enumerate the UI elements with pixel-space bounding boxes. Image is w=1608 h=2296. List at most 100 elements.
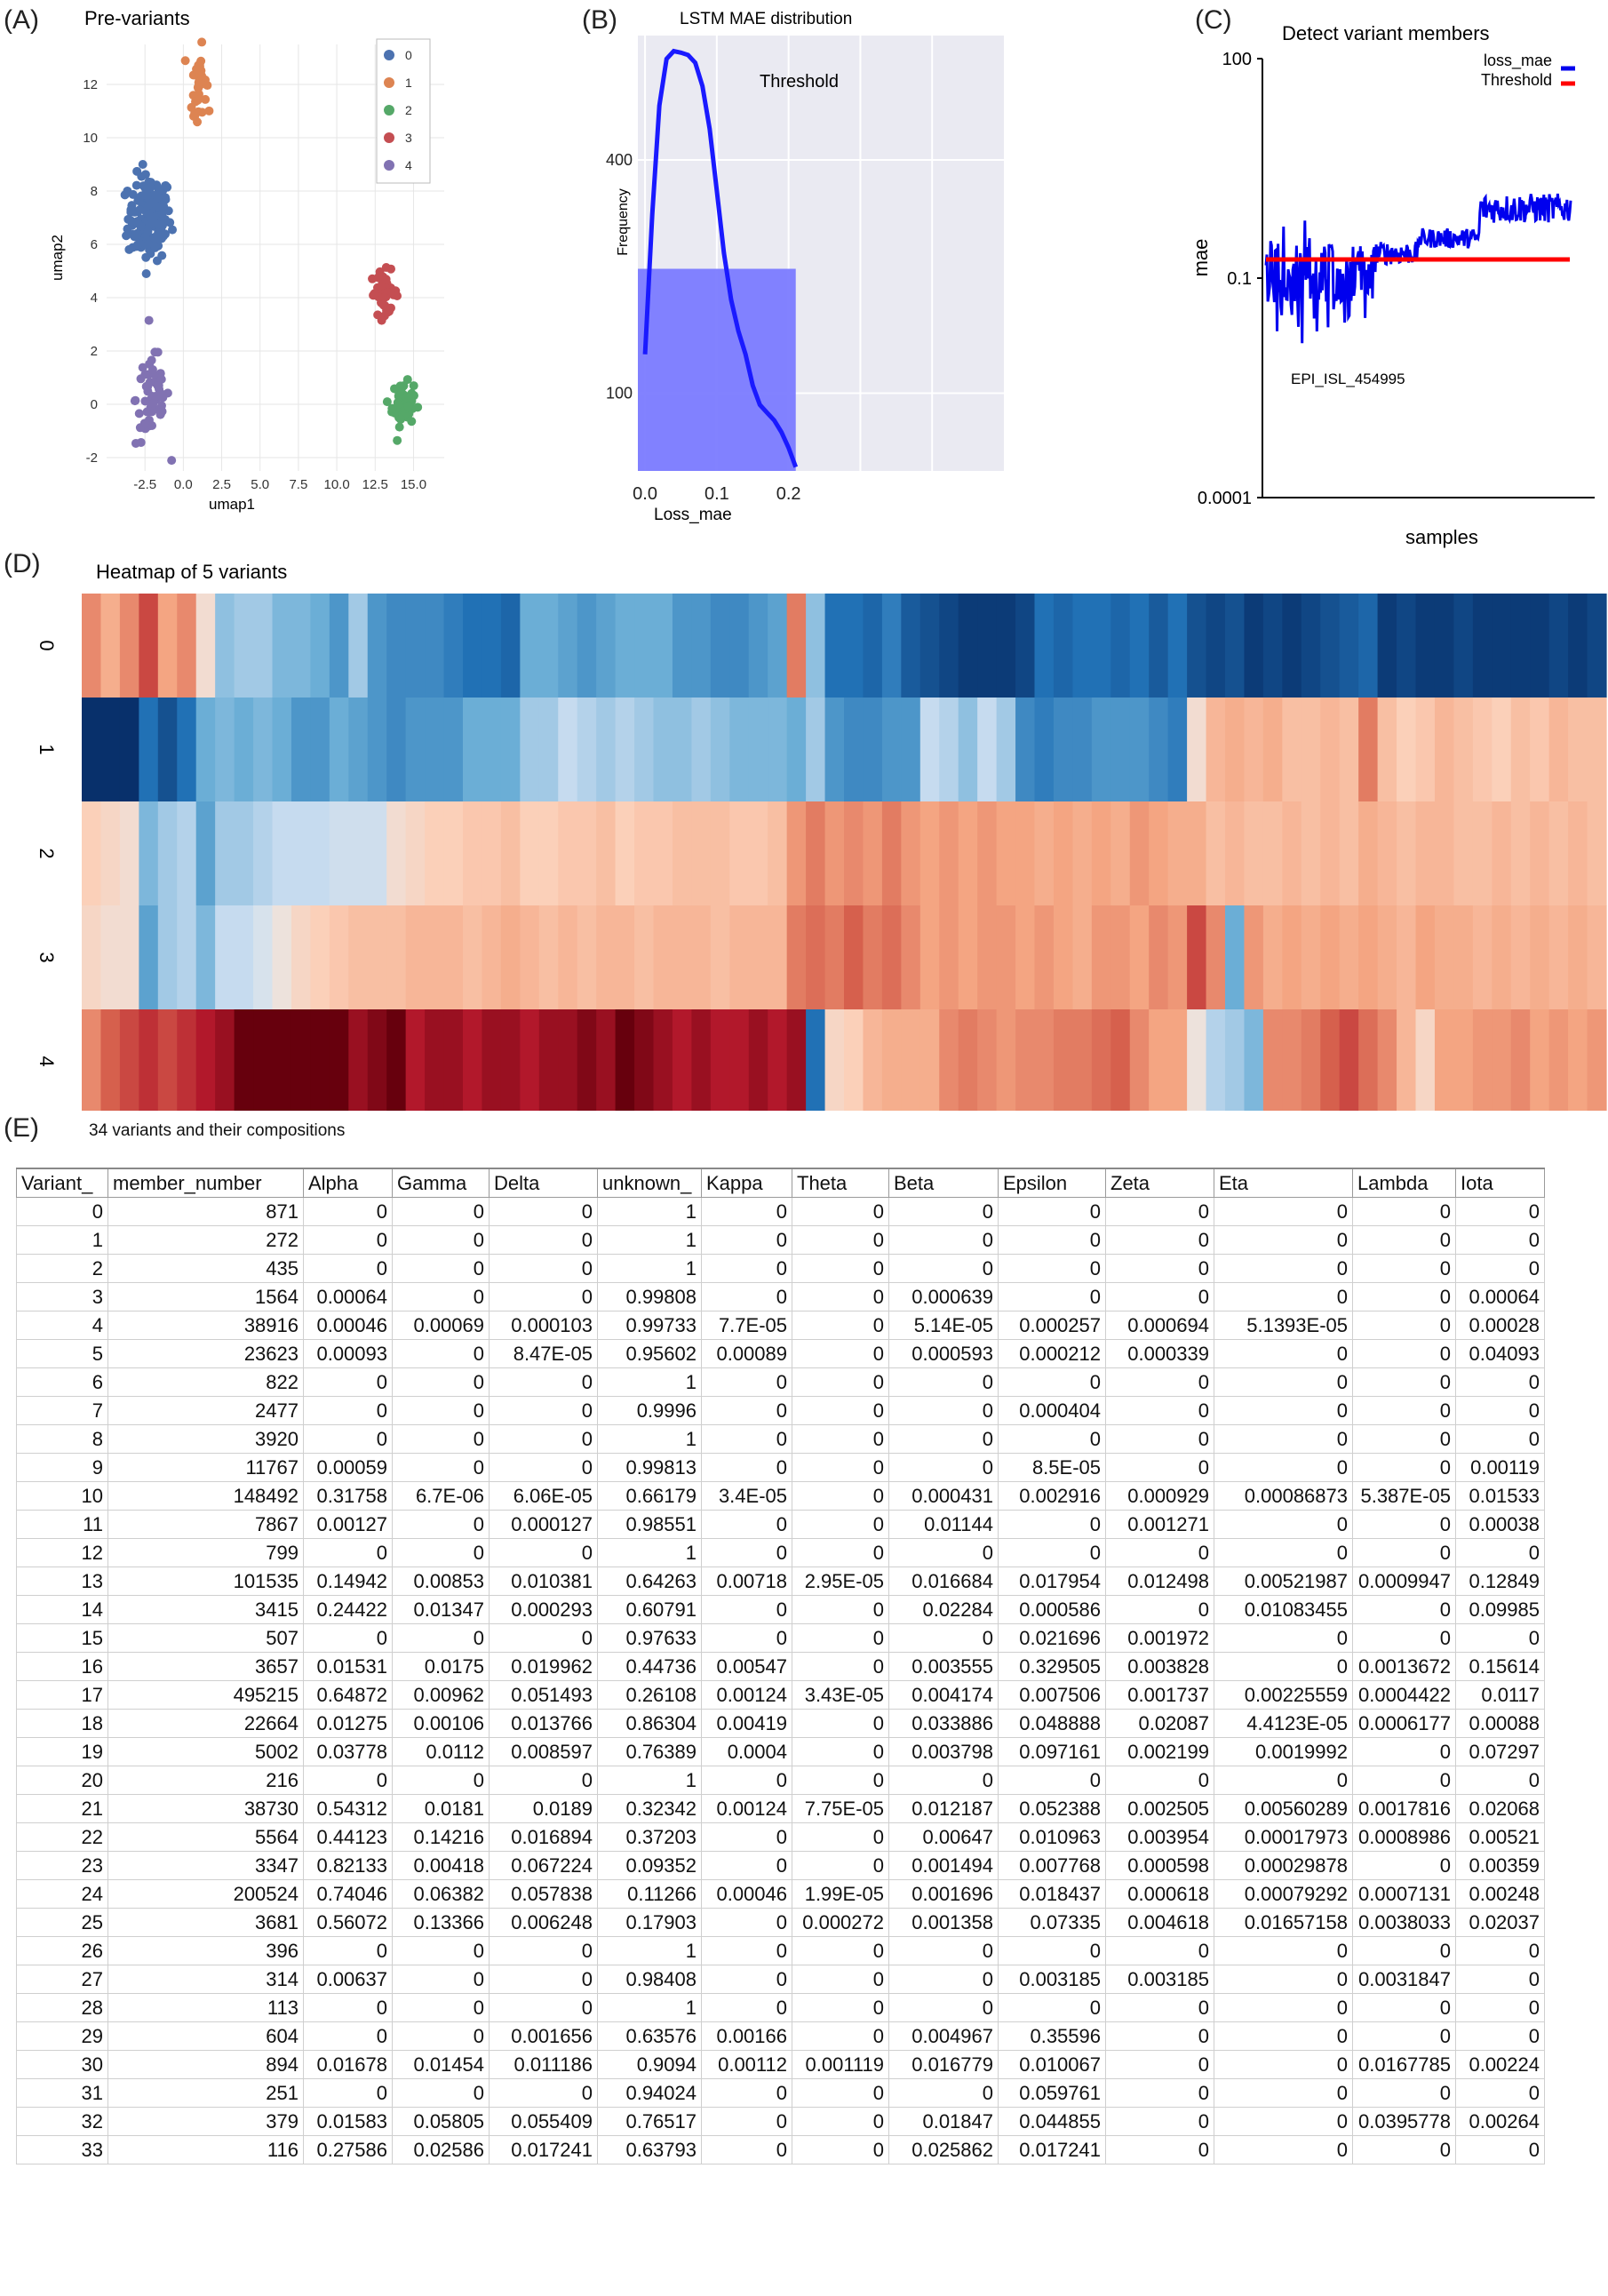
table-cell: 0.56072 — [303, 1908, 393, 1937]
heatmap-cell — [1397, 905, 1417, 1010]
table-cell: 0 — [1455, 1993, 1545, 2022]
umap-legend: 0 1 2 3 4 — [376, 38, 431, 184]
heatmap-cell — [1568, 905, 1588, 1010]
heatmap-cell — [1510, 801, 1531, 906]
table-cell: 38730 — [107, 1794, 304, 1823]
table-row: 2 435 0 0 0 1 0 0 0 0 0 0 0 0 — [16, 1254, 1545, 1283]
heatmap-cell — [1472, 594, 1493, 698]
heatmap-cell — [729, 594, 750, 698]
table-cell: 0.97633 — [597, 1623, 702, 1653]
heatmap-cell — [82, 905, 102, 1010]
heatmap-cell — [768, 801, 788, 906]
table-cell: 0 — [1352, 1453, 1456, 1482]
umap-point-cluster-1 — [192, 64, 202, 74]
table-cell: 0.98408 — [597, 1965, 702, 1994]
heatmap-cell — [634, 905, 655, 1010]
umap-legend-marker-0 — [384, 50, 394, 60]
table-cell: 0 — [1105, 2135, 1214, 2164]
heatmap-cell — [977, 905, 998, 1010]
heatmap-cell — [1187, 698, 1207, 802]
heatmap-cell — [1492, 1009, 1512, 1111]
table-cell: 0.0004 — [701, 1737, 792, 1766]
table-cell: 0 — [1214, 1424, 1353, 1454]
table-cell: 0.31758 — [303, 1481, 393, 1511]
heatmap-cell — [405, 905, 426, 1010]
heatmap-cell — [367, 594, 387, 698]
heatmap-cell — [1034, 594, 1055, 698]
heatmap-cell — [863, 905, 883, 1010]
table-cell: 0.9094 — [597, 2050, 702, 2079]
table-cell: 0.06382 — [392, 1879, 490, 1909]
heatmap-cell — [1129, 801, 1150, 906]
table-cell: 11767 — [107, 1453, 304, 1482]
heatmap-cell — [157, 905, 178, 1010]
table-cell: 25 — [16, 1908, 108, 1937]
heatmap-cell — [463, 594, 483, 698]
table-cell: 0.012498 — [1105, 1567, 1214, 1596]
table-header-cell: Zeta — [1105, 1168, 1214, 1198]
table-row: 20 216 0 0 0 1 0 0 0 0 0 0 0 0 — [16, 1766, 1545, 1795]
table-cell: 0 — [701, 1595, 792, 1624]
table-cell: 4.4123E-05 — [1214, 1709, 1353, 1738]
panel-label-c: (C) — [1195, 5, 1232, 35]
heatmap-cell — [748, 905, 768, 1010]
heatmap-cell — [824, 698, 845, 802]
table-cell: 5002 — [107, 1737, 304, 1766]
table-cell: 0 — [489, 1367, 598, 1397]
table-cell: 0 — [392, 1766, 490, 1795]
heatmap-cell — [1301, 905, 1321, 1010]
table-cell: 0 — [792, 1965, 889, 1994]
table-cell: 0 — [303, 1538, 393, 1567]
heatmap-cell — [139, 905, 159, 1010]
heatmap-cell — [1053, 801, 1073, 906]
table-cell: 0.64872 — [303, 1680, 393, 1710]
umap-point-cluster-0 — [156, 220, 166, 230]
table-cell: 0.048888 — [998, 1709, 1106, 1738]
table-cell: 0 — [1455, 2021, 1545, 2051]
umap-point-cluster-4 — [150, 392, 160, 402]
table-cell: 0.00119 — [1455, 1453, 1545, 1482]
table-cell: 0 — [392, 1282, 490, 1311]
table-cell: 0 — [1105, 1595, 1214, 1624]
table-cell: 0.025862 — [888, 2135, 999, 2164]
heatmap-cell — [291, 594, 311, 698]
heatmap-cell — [806, 801, 826, 906]
umap-x-tick: 15.0 — [401, 477, 426, 492]
heatmap-cell — [748, 594, 768, 698]
table-cell: 1 — [597, 1538, 702, 1567]
heatmap-cell — [844, 905, 864, 1010]
table-cell: 0.000929 — [1105, 1481, 1214, 1511]
heatmap-cell — [119, 801, 139, 906]
heatmap-cell — [1110, 594, 1131, 698]
heatmap-cell — [1244, 1009, 1264, 1111]
table-cell: 0 — [1214, 2050, 1353, 2079]
table-cell: 0 — [303, 1396, 393, 1425]
umap-point-cluster-0 — [130, 232, 139, 242]
heatmap-cell — [1167, 594, 1188, 698]
heatmap-cell — [272, 801, 292, 906]
table-cell: 1 — [597, 1993, 702, 2022]
table-cell: 23 — [16, 1851, 108, 1880]
table-cell: 0 — [1455, 2135, 1545, 2164]
umap-y-tick: 12 — [83, 77, 98, 92]
table-cell: 38916 — [107, 1311, 304, 1340]
heatmap-cell — [463, 698, 483, 802]
table-cell: 0.00093 — [303, 1339, 393, 1368]
table-cell: 21 — [16, 1794, 108, 1823]
umap-y-tick: 6 — [91, 237, 98, 252]
heatmap-cell — [863, 1009, 883, 1111]
table-cell: 0.002199 — [1105, 1737, 1214, 1766]
heatmap-cell — [1167, 905, 1188, 1010]
table-cell: 0 — [489, 1623, 598, 1653]
heatmap-cell — [386, 594, 407, 698]
table-cell: 0.98551 — [597, 1510, 702, 1539]
table-cell: 0.64263 — [597, 1567, 702, 1596]
table-cell: 0 — [489, 1453, 598, 1482]
table-cell: 17 — [16, 1680, 108, 1710]
umap-point-cluster-2 — [382, 397, 392, 407]
table-cell: 0 — [1352, 1254, 1456, 1283]
table-row: 32 379 0.01583 0.05805 0.055409 0.76517 0 0 0.01… — [16, 2107, 1545, 2136]
table-cell: 0.001972 — [1105, 1623, 1214, 1653]
heatmap-cell — [1377, 594, 1397, 698]
table-cell: 0 — [1455, 1225, 1545, 1255]
